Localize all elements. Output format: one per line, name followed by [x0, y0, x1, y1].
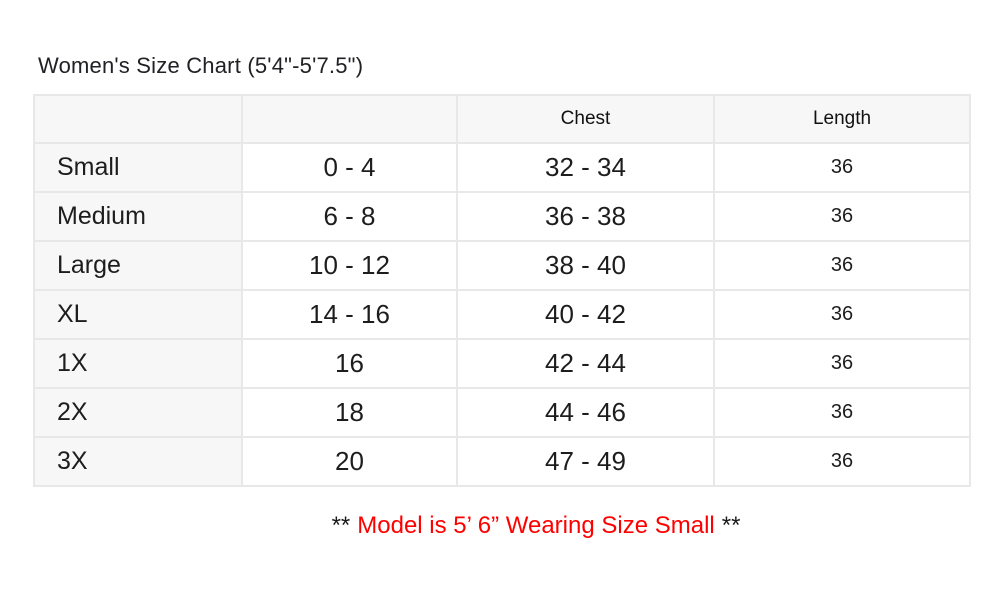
size-name-cell: 3X [33, 436, 243, 487]
header-cell-chest: Chest [456, 94, 715, 144]
note-text: Model is 5’ 6” Wearing Size Small [357, 512, 715, 539]
numeric-size-cell: 6 - 8 [241, 191, 458, 242]
header-cell-length: Length [713, 94, 971, 144]
numeric-size-cell: 14 - 16 [241, 289, 458, 340]
chest-cell: 47 - 49 [456, 436, 715, 487]
numeric-size-cell: 20 [241, 436, 458, 487]
numeric-size-cell: 0 - 4 [241, 142, 458, 193]
chest-cell: 40 - 42 [456, 289, 715, 340]
note-prefix-asterisks: ** [331, 512, 351, 539]
table-row: 2X 18 44 - 46 36 [33, 387, 971, 438]
size-name-cell: Medium [33, 191, 243, 242]
length-cell: 36 [713, 338, 971, 389]
header-cell-numeric-size [241, 94, 458, 144]
table-header-row: Chest Length [33, 94, 971, 144]
table-row: Medium 6 - 8 36 - 38 36 [33, 191, 971, 242]
page-title: Women's Size Chart (5'4"-5'7.5") [38, 53, 364, 78]
length-cell: 36 [713, 191, 971, 242]
size-name-cell: 1X [33, 338, 243, 389]
chest-cell: 36 - 38 [456, 191, 715, 242]
length-cell: 36 [713, 289, 971, 340]
table-row: Small 0 - 4 32 - 34 36 [33, 142, 971, 193]
size-name-cell: Small [33, 142, 243, 193]
size-chart-page: Women's Size Chart (5'4"-5'7.5") Chest L… [33, 53, 971, 540]
table-row: Large 10 - 12 38 - 40 36 [33, 240, 971, 291]
chest-cell: 42 - 44 [456, 338, 715, 389]
table-row: 3X 20 47 - 49 36 [33, 436, 971, 487]
numeric-size-cell: 16 [241, 338, 458, 389]
length-cell: 36 [713, 240, 971, 291]
size-name-cell: XL [33, 289, 243, 340]
size-name-cell: Large [33, 240, 243, 291]
chest-cell: 44 - 46 [456, 387, 715, 438]
model-size-note: ** Model is 5’ 6” Wearing Size Small ** [33, 512, 969, 540]
length-cell: 36 [713, 142, 971, 193]
chest-cell: 38 - 40 [456, 240, 715, 291]
length-cell: 36 [713, 387, 971, 438]
size-name-cell: 2X [33, 387, 243, 438]
note-suffix-asterisks: ** [721, 512, 741, 539]
header-cell-size-label [33, 94, 243, 144]
numeric-size-cell: 10 - 12 [241, 240, 458, 291]
length-cell: 36 [713, 436, 971, 487]
table-row: 1X 16 42 - 44 36 [33, 338, 971, 389]
chest-cell: 32 - 34 [456, 142, 715, 193]
numeric-size-cell: 18 [241, 387, 458, 438]
table-row: XL 14 - 16 40 - 42 36 [33, 289, 971, 340]
size-chart-table: Chest Length Small 0 - 4 32 - 34 36 Medi… [33, 94, 971, 487]
